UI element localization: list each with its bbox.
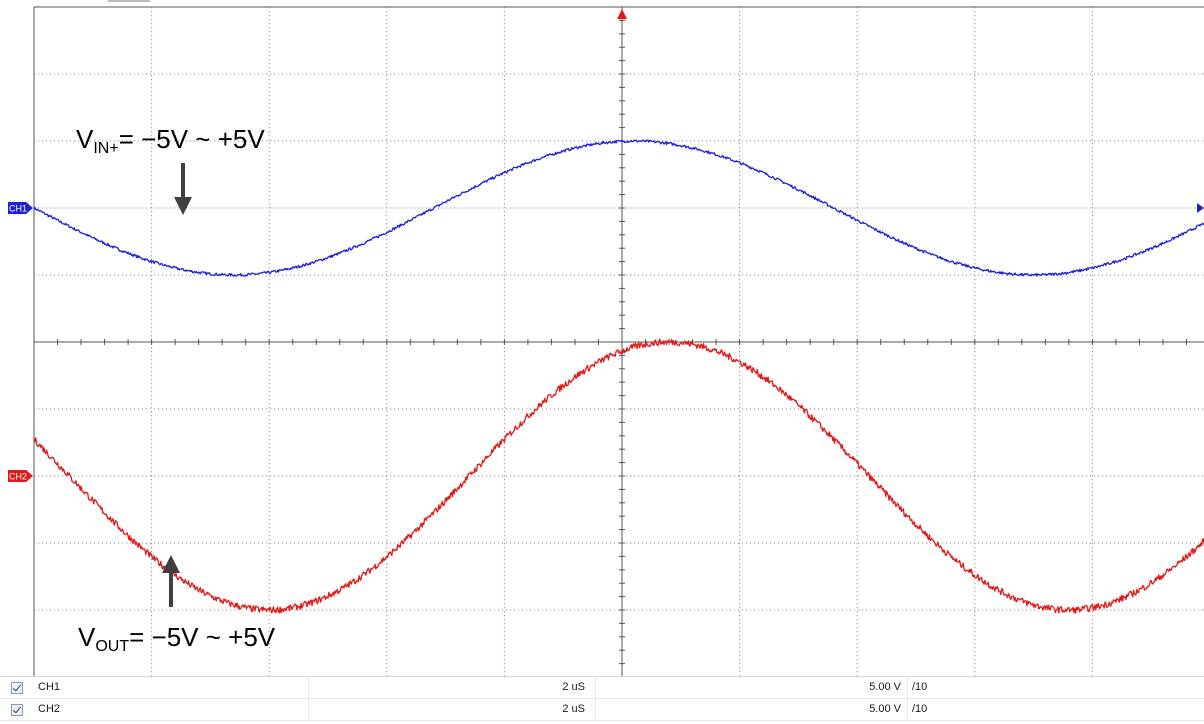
ch1-enable-checkbox[interactable] bbox=[11, 682, 23, 694]
ch2-volts-per-div[interactable]: 5.00 V bbox=[597, 699, 908, 720]
channel-marker-label: CH1 bbox=[9, 204, 27, 214]
ch1-name: CH1 bbox=[38, 677, 309, 698]
ch2-timebase[interactable]: 2 uS bbox=[309, 699, 596, 720]
vout-annotation-range: = −5V ~ +5V bbox=[129, 622, 276, 652]
trace-ch1 bbox=[33, 139, 1204, 277]
vin-annotation-subscript: IN+ bbox=[93, 140, 119, 157]
ch2-enable-cell bbox=[4, 699, 38, 720]
waveform-canvas: CH1 CH2 bbox=[8, 0, 1204, 676]
channel-row-ch2[interactable]: CH2 2 uS 5.00 V /10 bbox=[0, 699, 1204, 721]
vin-annotation-main: V bbox=[76, 124, 94, 154]
ch2-probe-attenuation[interactable]: /10 bbox=[912, 703, 928, 715]
channel-marker-ch1: CH1 bbox=[8, 202, 33, 214]
trace-ch2 bbox=[33, 338, 1204, 614]
traces bbox=[33, 139, 1204, 614]
markers: CH1 CH2 bbox=[8, 0, 1204, 482]
vout-annotation: VOUT= −5V ~ +5V bbox=[78, 622, 276, 655]
vin-annotation-range: = −5V ~ +5V bbox=[118, 124, 265, 154]
vout-annotation-main: V bbox=[78, 622, 96, 652]
annotation-arrows bbox=[162, 163, 192, 607]
channel-settings-table: CH1 2 uS 5.00 V /10 CH2 2 uS 5.00 V /10 bbox=[0, 676, 1204, 721]
vout-annotation-subscript: OUT bbox=[95, 638, 130, 655]
vin-annotation: VIN+= −5V ~ +5V bbox=[76, 124, 265, 157]
trigger-position-marker bbox=[617, 9, 627, 19]
oscilloscope-display: CH1 CH2 VIN+= −5V ~ +5V VOUT= −5V ~ +5V bbox=[8, 0, 1204, 676]
vin-arrow-head bbox=[174, 197, 192, 215]
ch1-enable-cell bbox=[4, 677, 38, 698]
channel-marker-shape bbox=[8, 202, 33, 214]
ch1-right-edge-marker bbox=[1197, 203, 1204, 213]
channel-marker-ch2: CH2 bbox=[8, 470, 33, 482]
channel-row-ch1[interactable]: CH1 2 uS 5.00 V /10 bbox=[0, 677, 1204, 699]
vout-arrow-head bbox=[162, 555, 180, 573]
channel-marker-shape bbox=[8, 470, 33, 482]
ch1-probe-attenuation[interactable]: /10 bbox=[912, 681, 928, 693]
ch1-volts-per-div[interactable]: 5.00 V bbox=[597, 677, 908, 698]
ch2-name: CH2 bbox=[38, 699, 309, 720]
ch1-timebase[interactable]: 2 uS bbox=[309, 677, 596, 698]
ch2-enable-checkbox[interactable] bbox=[11, 704, 23, 716]
channel-marker-label: CH2 bbox=[9, 472, 27, 482]
